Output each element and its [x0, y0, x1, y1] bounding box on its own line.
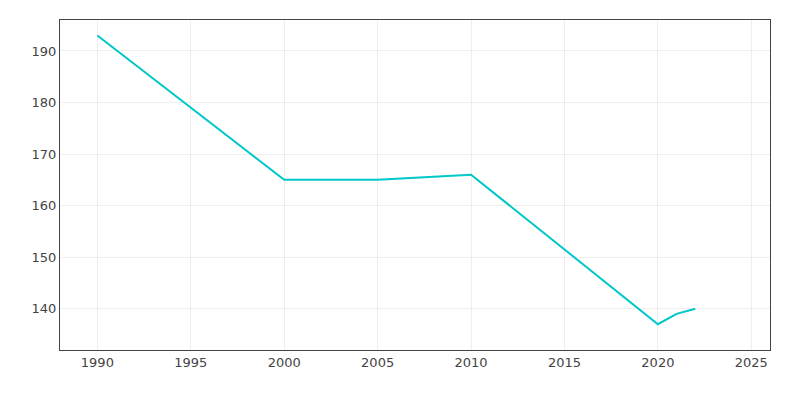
svg-text:2010: 2010	[455, 355, 488, 370]
svg-text:160: 160	[32, 198, 57, 213]
svg-text:2025: 2025	[735, 355, 768, 370]
svg-text:1990: 1990	[81, 355, 114, 370]
svg-text:150: 150	[32, 250, 57, 265]
svg-text:190: 190	[32, 43, 57, 58]
svg-text:1995: 1995	[174, 355, 207, 370]
svg-text:140: 140	[32, 301, 57, 316]
svg-text:2020: 2020	[641, 355, 674, 370]
svg-text:180: 180	[32, 95, 57, 110]
svg-text:2015: 2015	[548, 355, 581, 370]
svg-text:170: 170	[32, 147, 57, 162]
svg-text:2005: 2005	[361, 355, 394, 370]
svg-text:2000: 2000	[268, 355, 301, 370]
